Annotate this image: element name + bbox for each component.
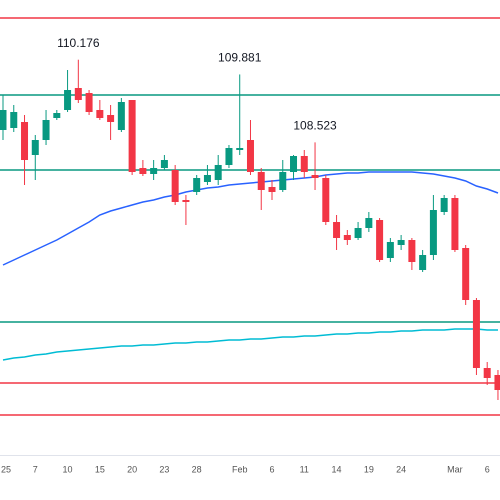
x-tick-label: 28 bbox=[192, 464, 202, 474]
candle-body bbox=[279, 172, 287, 190]
candle-body bbox=[128, 100, 136, 172]
candle-body bbox=[451, 198, 459, 250]
candle-body bbox=[10, 112, 18, 128]
candle-body bbox=[494, 375, 500, 390]
moving-average bbox=[2, 171, 499, 266]
x-tick-label: 10 bbox=[63, 464, 73, 474]
candle-body bbox=[53, 113, 61, 118]
x-tick-label: 23 bbox=[159, 464, 169, 474]
candle-body bbox=[64, 90, 72, 110]
x-tick-label: 15 bbox=[95, 464, 105, 474]
x-tick-label: 24 bbox=[396, 464, 406, 474]
candle-body bbox=[203, 175, 211, 182]
candle-body bbox=[408, 240, 416, 262]
candle-body bbox=[429, 210, 437, 255]
candle-body bbox=[21, 122, 29, 160]
x-tick-label: 20 bbox=[127, 464, 137, 474]
candle-body bbox=[117, 102, 125, 130]
candle-body bbox=[365, 218, 373, 228]
price-annotation: 108.523 bbox=[293, 119, 337, 133]
candle-body bbox=[333, 222, 341, 238]
candle-body bbox=[246, 140, 254, 172]
price-annotation: 109.881 bbox=[218, 51, 262, 65]
candle-body bbox=[171, 170, 179, 202]
candle-body bbox=[214, 165, 222, 180]
candle-body bbox=[139, 168, 147, 174]
candle-body bbox=[386, 242, 394, 258]
x-tick-label: 11 bbox=[300, 464, 309, 474]
x-tick-label: 7 bbox=[33, 464, 38, 474]
candle-body bbox=[268, 187, 276, 192]
candle-body bbox=[257, 172, 265, 190]
candle-body bbox=[376, 220, 384, 260]
candle-body bbox=[193, 178, 201, 192]
candle-body bbox=[354, 228, 362, 238]
candle-body bbox=[107, 115, 115, 122]
x-tick-label: Feb bbox=[232, 464, 248, 474]
candle-body bbox=[300, 156, 308, 172]
candle-body bbox=[0, 110, 7, 130]
candle-body bbox=[85, 93, 93, 112]
candle-body bbox=[322, 178, 330, 222]
price-annotation: 110.176 bbox=[57, 36, 100, 50]
candle-body bbox=[397, 240, 405, 245]
x-tick-label: Mar bbox=[447, 464, 463, 474]
candle-body bbox=[31, 140, 39, 155]
candle-body bbox=[440, 198, 448, 212]
candle-body bbox=[150, 168, 158, 174]
candle-body bbox=[225, 148, 233, 165]
candle-body bbox=[42, 120, 50, 140]
moving-average bbox=[2, 328, 498, 361]
candle-body bbox=[419, 255, 427, 270]
candle-body bbox=[160, 160, 168, 168]
candle-body bbox=[343, 235, 351, 240]
candle-body bbox=[483, 368, 491, 378]
x-tick-label: 25 bbox=[1, 464, 11, 474]
candle-body bbox=[182, 200, 190, 202]
x-tick-label: 6 bbox=[269, 464, 274, 474]
candle-body bbox=[96, 110, 104, 118]
candle-body bbox=[290, 156, 298, 172]
candle-body bbox=[311, 175, 319, 178]
candle-body bbox=[236, 148, 244, 150]
x-tick-label: 19 bbox=[364, 464, 374, 474]
x-tick-label: 14 bbox=[332, 464, 342, 474]
candle-body bbox=[74, 88, 82, 100]
candle-body bbox=[472, 300, 480, 368]
candle-body bbox=[462, 248, 470, 300]
x-tick-label: 6 bbox=[485, 464, 490, 474]
